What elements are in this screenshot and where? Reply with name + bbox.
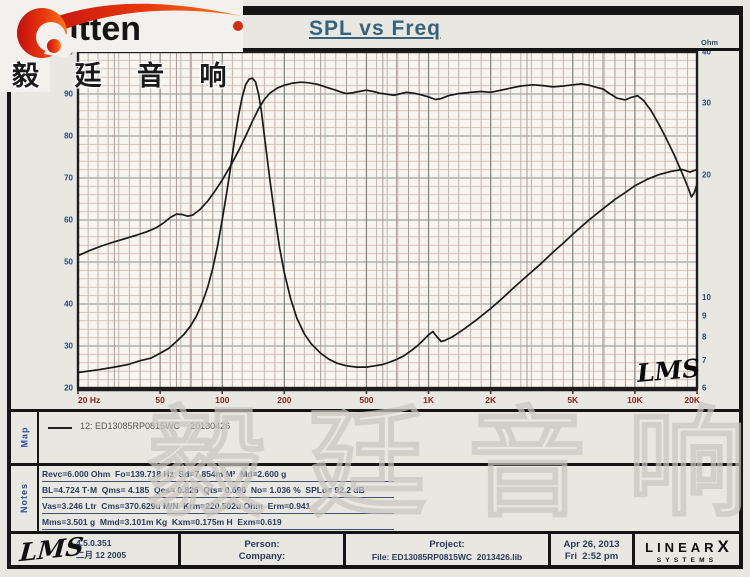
svg-text:200: 200 xyxy=(277,395,291,405)
notes-footer-border xyxy=(11,531,739,534)
svg-text:30: 30 xyxy=(702,98,711,107)
note-line-1: Revc=6.000 Ohm Fo=139.718 Hz Sd=7.854m M… xyxy=(42,469,394,482)
svg-text:100: 100 xyxy=(215,395,229,405)
notes-block: Revc=6.000 Ohm Fo=139.718 Hz Sd=7.854m M… xyxy=(42,469,394,533)
svg-text:20K: 20K xyxy=(684,395,700,405)
svg-text:500: 500 xyxy=(359,395,373,405)
svg-text:10K: 10K xyxy=(627,395,643,405)
footer-person-cell: Person: Company: xyxy=(181,535,343,566)
svg-text:8: 8 xyxy=(702,333,707,342)
footer-time: Fri 2:52 pm xyxy=(564,550,619,562)
svg-text:Ohm: Ohm xyxy=(701,38,718,47)
footer-lms-cell: LMS 4.5.0.351 二月 12 2005 xyxy=(12,531,178,568)
legend-entry: 12: ED13085RP0815WC 20130426 xyxy=(80,421,231,431)
company-label: Company: xyxy=(238,550,286,562)
footer-linearx-cell: LINEAR X SYSTEMS xyxy=(635,535,739,566)
svg-text:90: 90 xyxy=(64,90,73,99)
lms-version: 4.5.0.351 xyxy=(76,538,112,548)
notes-row-label: Notes xyxy=(19,482,30,514)
note-line-4: Mms=3.501 g Mmd=3.101m Kg Kxm=0.175m H E… xyxy=(42,517,394,530)
logo-chinese-text: 毅 廷 音 响 xyxy=(12,61,241,91)
linearx-logo: LINEAR X xyxy=(645,537,729,556)
svg-text:20: 20 xyxy=(64,384,73,393)
svg-text:80: 80 xyxy=(64,132,73,141)
linearx-systems-text: SYSTEMS xyxy=(656,557,718,564)
footer-date: Apr 26, 2013 xyxy=(563,538,620,550)
map-top-border xyxy=(11,409,739,412)
svg-text:50: 50 xyxy=(64,258,73,267)
outer-frame xyxy=(7,6,743,569)
svg-text:1K: 1K xyxy=(423,395,435,405)
svg-text:7: 7 xyxy=(702,356,707,365)
footer-divider-4 xyxy=(632,534,635,566)
svg-text:20 Hz: 20 Hz xyxy=(78,395,100,405)
svg-text:40: 40 xyxy=(64,300,73,309)
chart-title-bar: SPL vs Freq xyxy=(7,17,743,41)
page-title: SPL vs Freq xyxy=(309,17,441,40)
footer-divider-2 xyxy=(343,534,346,566)
svg-text:10: 10 xyxy=(702,293,711,302)
svg-text:60: 60 xyxy=(64,216,73,225)
notes-label-divider xyxy=(37,466,39,531)
note-line-3: Vas=3.246 Ltr Cms=370.629u M/N Krm=220.5… xyxy=(42,501,394,514)
map-notes-border xyxy=(11,463,739,466)
title-separator xyxy=(11,48,739,51)
footer-divider-1 xyxy=(178,534,181,566)
lms-version-block: 4.5.0.351 二月 12 2005 xyxy=(76,537,126,561)
map-row-label: Map xyxy=(19,426,29,448)
svg-text:30: 30 xyxy=(64,342,73,351)
svg-text:2K: 2K xyxy=(485,395,497,405)
footer-project-cell: Project: File: ED13085RP0815WC 2013426.l… xyxy=(346,535,548,566)
footer-date-cell: Apr 26, 2013 Fri 2:52 pm xyxy=(551,535,632,566)
footer-divider-3 xyxy=(548,534,551,566)
lms-date-cn: 二月 12 2005 xyxy=(76,550,127,560)
svg-text:70: 70 xyxy=(64,174,73,183)
svg-text:5K: 5K xyxy=(567,395,579,405)
logo-swoosh-icon xyxy=(17,3,243,58)
project-file: File: ED13085RP0815WC 2013426.lib xyxy=(371,551,523,562)
person-label: Person: xyxy=(244,538,280,550)
legend-line-sample xyxy=(48,427,72,429)
map-label-divider xyxy=(37,412,39,463)
svg-text:9: 9 xyxy=(702,312,707,321)
svg-text:40: 40 xyxy=(702,48,711,57)
project-label: Project: xyxy=(429,538,465,550)
svg-text:20: 20 xyxy=(702,170,711,179)
svg-text:6: 6 xyxy=(702,384,707,393)
svg-text:50: 50 xyxy=(155,395,165,405)
lms-logo: LMS xyxy=(18,531,85,568)
note-line-2: BL=4.724 T·M Qms= 4.185 Qes= 0.826 Qts= … xyxy=(42,485,394,498)
lms-plot-mark: LMS xyxy=(635,354,702,388)
